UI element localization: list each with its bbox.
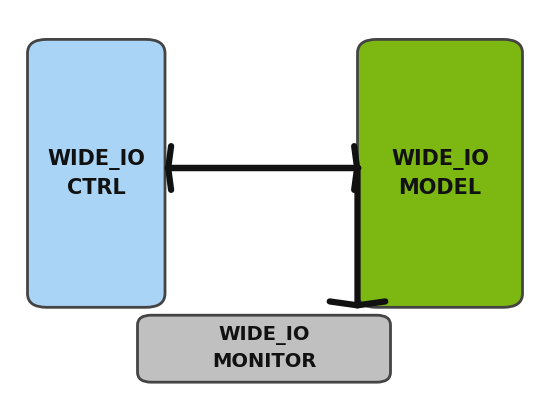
Text: WIDE_IO
MODEL: WIDE_IO MODEL [391,149,489,198]
Text: WIDE_IO
MONITOR: WIDE_IO MONITOR [212,326,316,372]
FancyBboxPatch shape [358,39,522,307]
FancyBboxPatch shape [28,39,165,307]
Text: WIDE_IO
CTRL: WIDE_IO CTRL [47,149,145,198]
FancyBboxPatch shape [138,315,390,382]
